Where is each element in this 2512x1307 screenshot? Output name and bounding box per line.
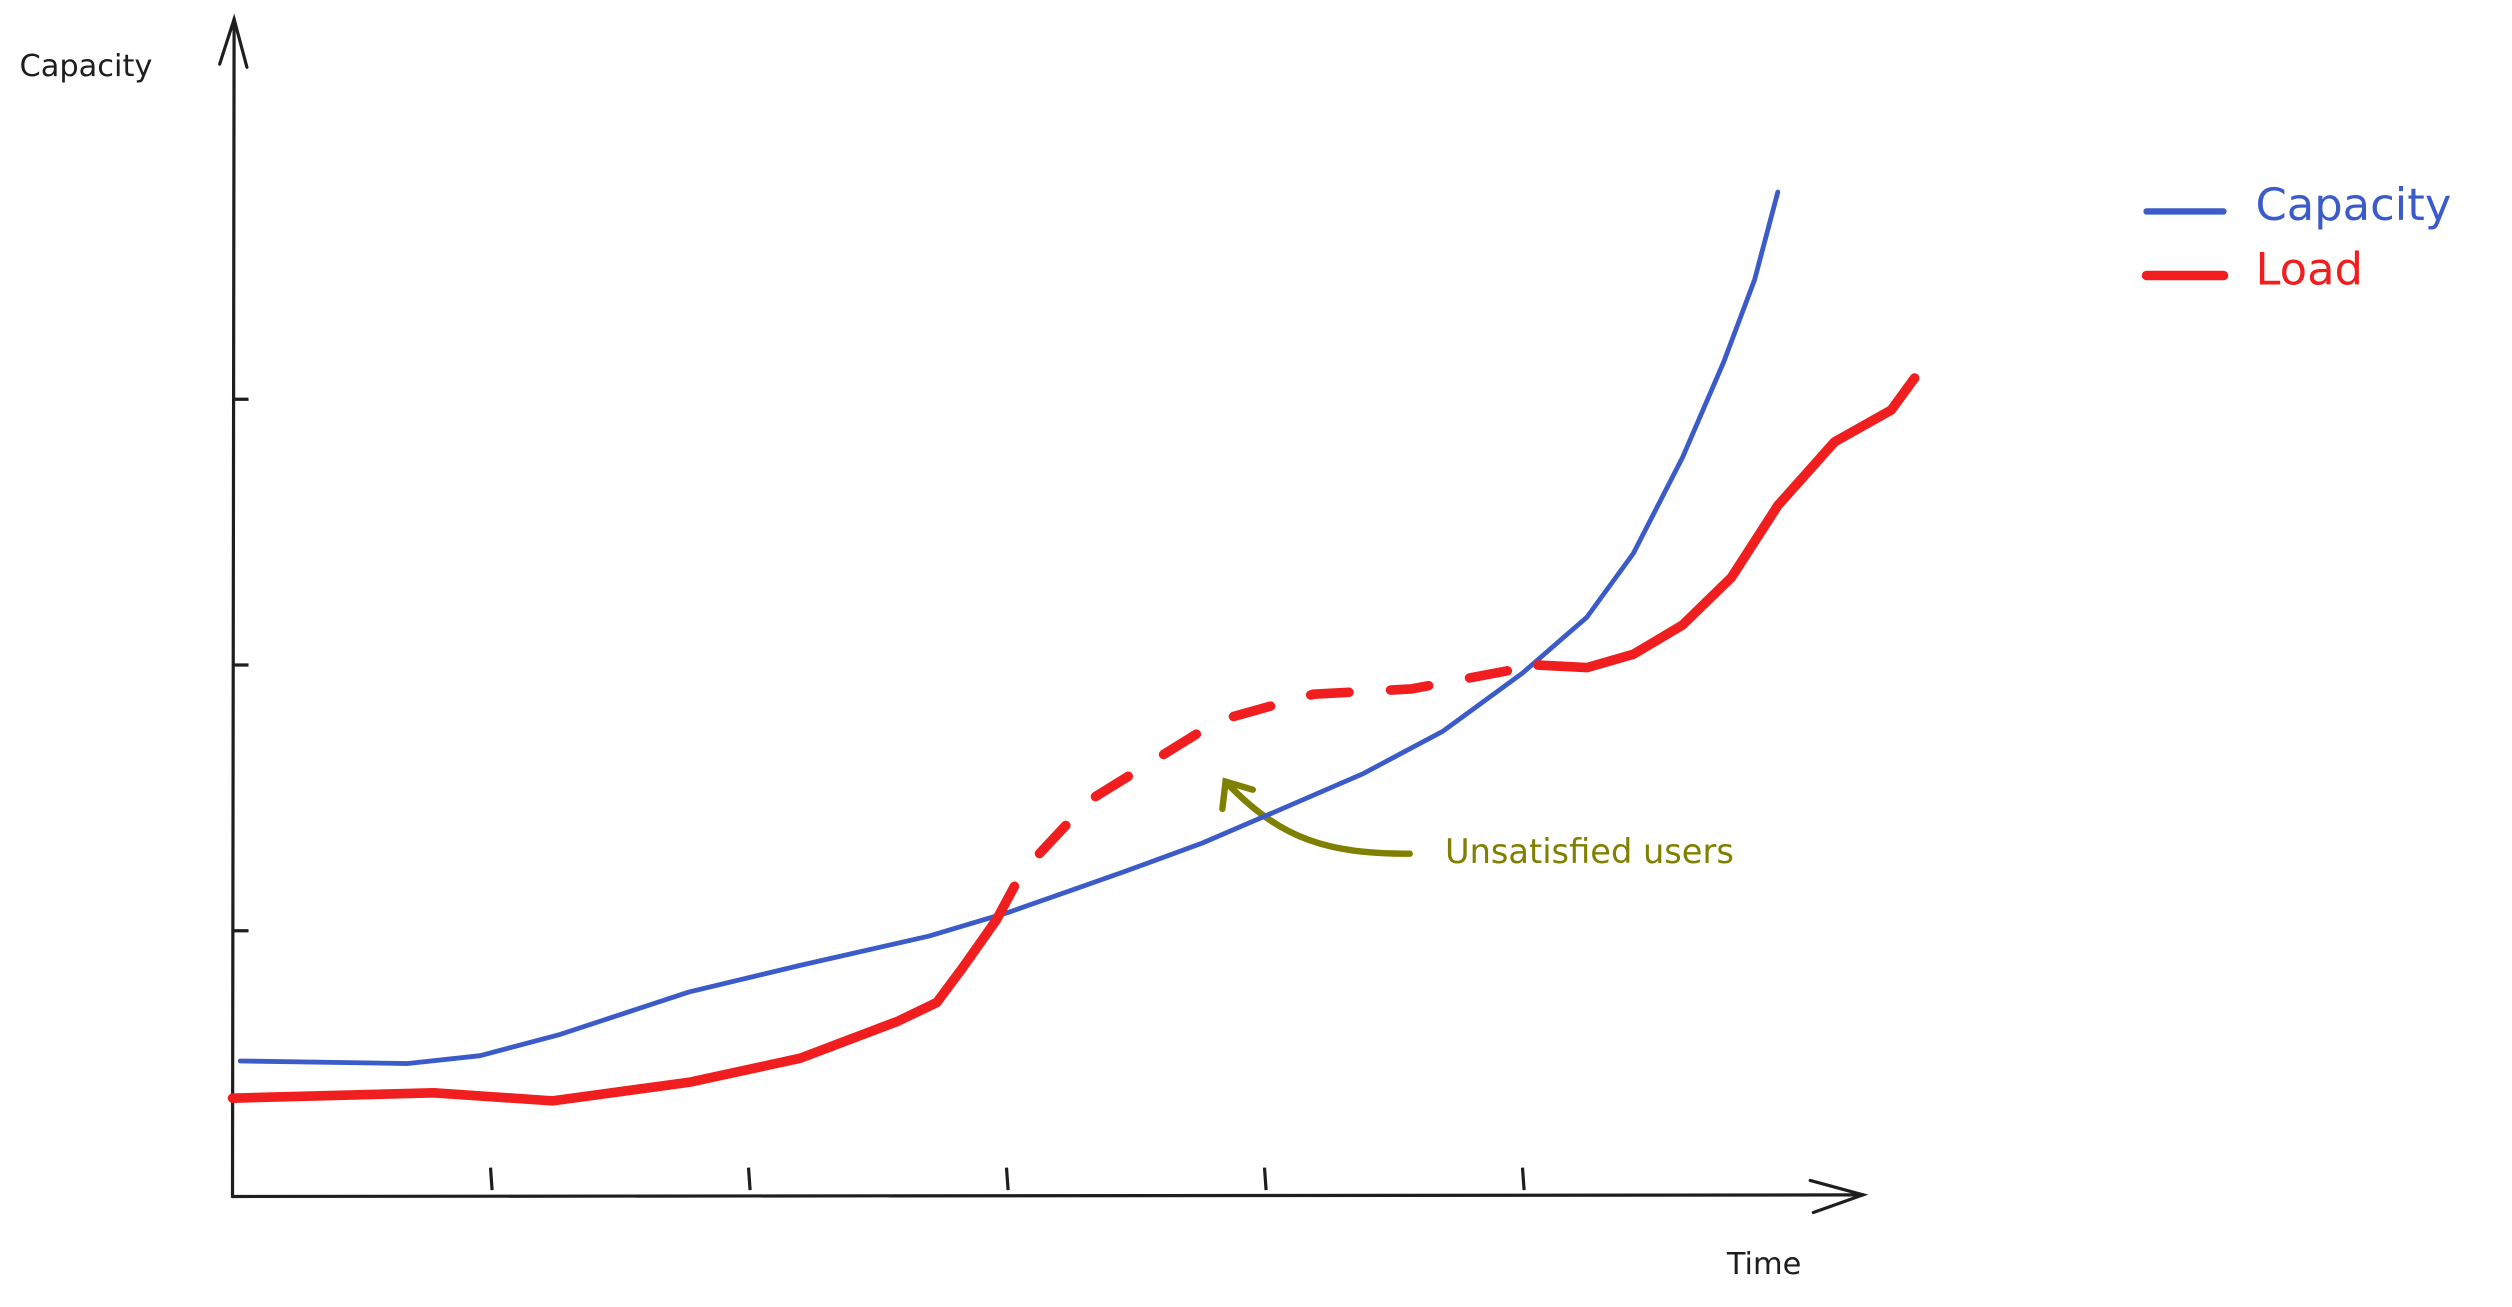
x-tick	[488, 1167, 494, 1191]
y-axis	[230, 17, 236, 1199]
series-line	[237, 189, 1781, 1066]
x-tick	[1262, 1167, 1268, 1191]
x-tick	[746, 1167, 752, 1191]
series-line	[991, 660, 1543, 925]
y-axis-label: Capacity	[19, 49, 152, 84]
series-line	[1533, 373, 1920, 673]
x-axis-label: Time	[1726, 1247, 1801, 1282]
x-axis	[230, 1193, 1865, 1199]
annotation-arrowhead	[1219, 777, 1256, 813]
legend-label: Capacity	[2255, 178, 2451, 231]
x-tick	[1004, 1167, 1010, 1191]
x-tick	[1520, 1167, 1526, 1191]
legend-label: Load	[2255, 242, 2363, 295]
annotation-arrow	[1222, 778, 1413, 857]
annotation: Unsatisfied users	[1445, 832, 1734, 871]
x-axis-arrow	[1808, 1178, 1869, 1215]
y-axis-arrow	[218, 13, 249, 69]
series-line	[227, 915, 1002, 1106]
